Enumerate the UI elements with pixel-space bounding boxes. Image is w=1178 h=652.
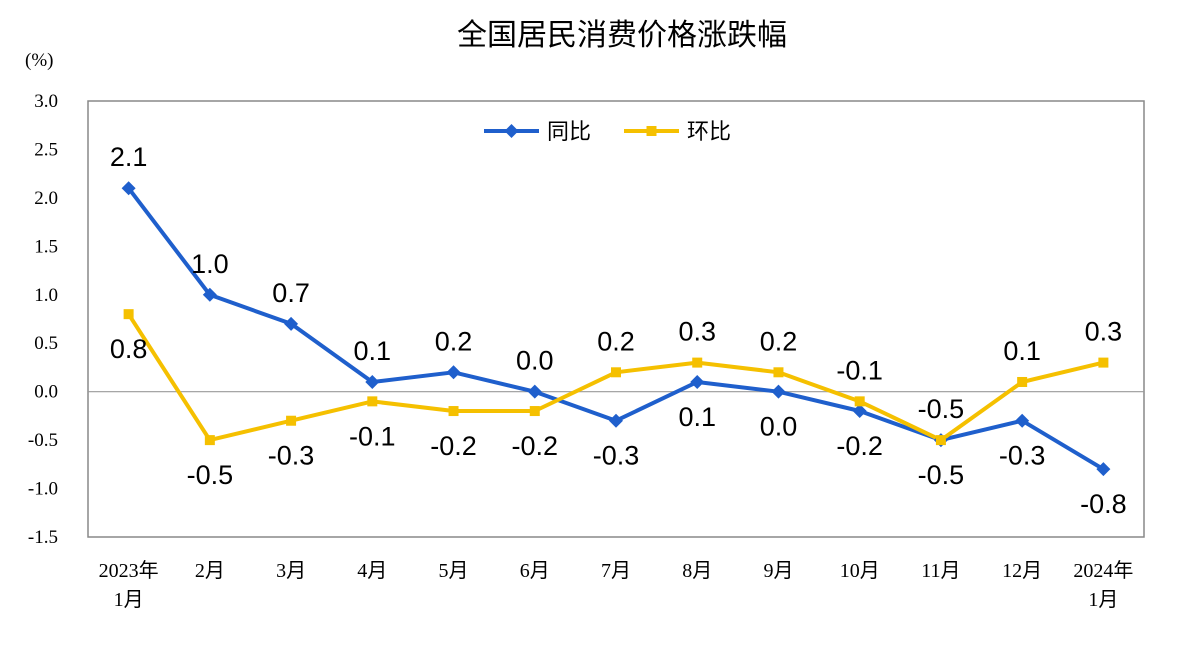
data-point: [202, 287, 217, 302]
data-point: [609, 413, 623, 428]
data-point: [448, 406, 459, 417]
data-label: -0.3: [593, 441, 640, 471]
y-tick-label: 0.5: [34, 333, 58, 354]
x-tick-label: 12月: [1002, 560, 1042, 582]
x-tick-label: 1月: [114, 589, 144, 611]
data-point: [1017, 376, 1028, 387]
legend-marker: [504, 124, 519, 138]
data-point: [204, 435, 215, 446]
data-label: -0.2: [512, 431, 559, 461]
x-tick-label: 8月: [682, 560, 712, 582]
x-tick-label: 3月: [276, 560, 306, 582]
series-lines: [121, 181, 1111, 477]
x-tick-label: 7月: [601, 560, 631, 582]
x-tick-label: 2月: [195, 560, 225, 582]
data-point: [854, 396, 865, 407]
data-label: 0.3: [1085, 317, 1123, 347]
x-tick-label: 1月: [1088, 589, 1118, 611]
legend: 同比 环比: [484, 120, 731, 145]
x-tick-label: 2024年: [1073, 559, 1133, 582]
data-point: [286, 415, 297, 426]
y-tick-label: 2.5: [34, 139, 58, 160]
y-tick-label: -1.5: [28, 527, 58, 548]
data-point: [773, 367, 784, 378]
data-point: [1098, 357, 1109, 368]
y-tick-label: 1.0: [34, 285, 58, 306]
data-label: -0.5: [187, 460, 234, 490]
data-label: -0.5: [918, 394, 965, 424]
data-point: [123, 309, 134, 320]
data-label: 0.0: [760, 412, 798, 442]
x-tick-label: 6月: [520, 560, 550, 582]
data-point: [771, 384, 786, 399]
y-unit-label: (%): [25, 50, 53, 71]
y-tick-label: 3.0: [34, 91, 58, 112]
x-tick-label: 9月: [763, 560, 793, 582]
plot-area: [87, 100, 1145, 538]
chart-title: 全国居民消费价格涨跌幅: [457, 18, 787, 53]
data-label: 0.0: [516, 346, 554, 376]
data-point: [527, 384, 542, 399]
y-tick-label: -0.5: [28, 430, 58, 451]
data-point: [529, 406, 540, 417]
data-point: [365, 374, 380, 389]
data-label: -0.2: [836, 431, 883, 461]
data-label: 0.1: [678, 402, 716, 432]
x-tick-label: 2023年: [99, 559, 159, 582]
data-label: 0.2: [435, 326, 473, 356]
data-label: 0.2: [760, 326, 798, 356]
data-label: 2.1: [110, 142, 148, 172]
data-label: -0.8: [1080, 489, 1127, 519]
data-label: -0.1: [836, 355, 883, 385]
data-label: -0.1: [349, 421, 396, 451]
data-label: -0.5: [918, 460, 965, 490]
data-labels: 2.1 0.8 1.0 -0.5 0.7 -0.3 0.1 -0.1 0.2 -0.2 0.0 -0.…: [110, 142, 1127, 519]
data-label: 0.1: [1003, 336, 1041, 366]
data-point: [690, 374, 705, 389]
data-point: [1015, 413, 1030, 428]
x-axis: 2023年 1月 2月 3月 4月 5月 6月 7月 8月 9月 10月 11月 12月 2024年 1月: [99, 559, 1134, 611]
y-tick-label: 1.5: [34, 236, 58, 257]
data-label: -0.3: [268, 441, 315, 471]
data-label: -0.3: [999, 441, 1046, 471]
y-tick-label: 2.0: [34, 188, 58, 209]
y-tick-label: 0.0: [34, 382, 58, 403]
data-label: 0.3: [678, 317, 716, 347]
x-tick-label: 10月: [840, 560, 880, 582]
data-point: [284, 316, 299, 331]
x-tick-label: 4月: [357, 560, 387, 582]
data-label: -0.2: [430, 431, 477, 461]
data-label: 1.0: [191, 249, 229, 279]
y-axis: 3.0 2.5 2.0 1.5 1.0 0.5 0.0 -0.5 -1.0 -1.5: [28, 91, 58, 548]
y-tick-label: -1.0: [28, 479, 58, 500]
legend-label: 同比: [547, 120, 591, 145]
data-label: 0.1: [354, 336, 392, 366]
data-point: [611, 367, 621, 378]
data-point: [852, 404, 867, 419]
legend-marker: [646, 126, 657, 136]
x-tick-label: 5月: [439, 560, 469, 582]
data-point: [446, 365, 461, 380]
data-label: 0.2: [597, 326, 635, 356]
data-point: [692, 357, 703, 368]
data-point: [1096, 462, 1111, 477]
x-tick-label: 11月: [921, 560, 960, 582]
legend-label: 环比: [687, 120, 731, 145]
data-point: [121, 181, 136, 196]
data-label: 0.7: [272, 278, 310, 308]
data-point: [935, 435, 946, 446]
data-label: 0.8: [110, 334, 148, 364]
data-point: [367, 396, 378, 407]
